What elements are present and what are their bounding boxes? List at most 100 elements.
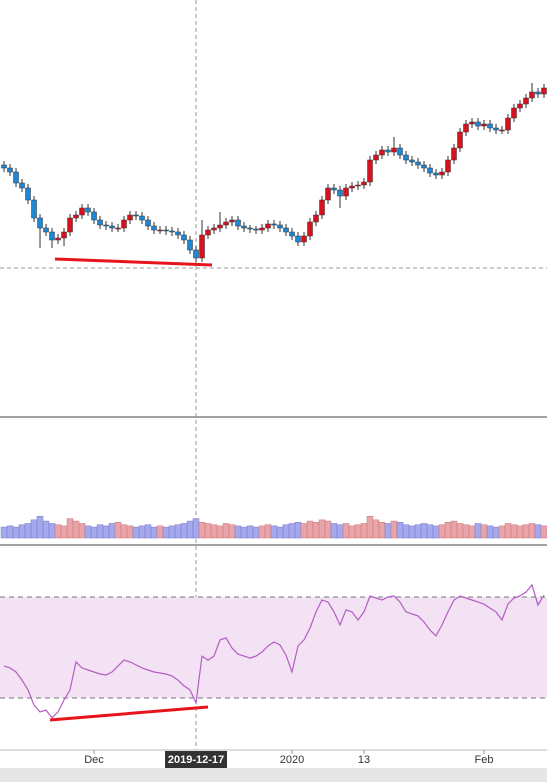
candle-body: [541, 87, 547, 95]
candle-body: [7, 167, 13, 173]
volume-bar: [234, 525, 242, 539]
volume-bar: [180, 523, 188, 539]
volume-bar: [138, 525, 146, 539]
volume-bar: [330, 523, 338, 539]
volume-bar: [198, 522, 206, 539]
volume-bar: [108, 523, 116, 539]
candle-body: [55, 237, 61, 241]
volume-bar: [78, 523, 86, 539]
volume-bar: [192, 518, 200, 539]
volume-bar: [30, 519, 38, 539]
volume-bar: [300, 523, 308, 539]
volume-bar: [510, 524, 518, 539]
candle-body: [25, 187, 31, 201]
scrollbar: [0, 768, 547, 782]
volume-bar: [264, 524, 272, 539]
volume-bar: [222, 523, 230, 539]
candle-body: [511, 107, 517, 119]
candle-body: [115, 227, 121, 230]
candle-body: [187, 239, 193, 251]
volume-bar: [102, 525, 110, 539]
volume-bar: [528, 523, 536, 539]
candle-body: [85, 207, 91, 213]
volume-bar: [516, 525, 524, 539]
candle-body: [151, 225, 157, 231]
volume-bar: [96, 524, 104, 539]
volume-bar: [150, 526, 158, 539]
candle-body: [529, 91, 535, 99]
candle-body: [397, 147, 403, 156]
candle-body: [445, 159, 451, 173]
candle-body: [247, 227, 253, 230]
candle-body: [469, 121, 475, 125]
volume-bar: [420, 523, 428, 539]
volume-bar: [438, 524, 446, 539]
volume-bar: [366, 515, 374, 539]
volume-bar: [288, 523, 296, 539]
candle-body: [31, 199, 37, 219]
volume-bar: [156, 525, 164, 539]
volume-bar: [132, 526, 140, 539]
candle-body: [79, 207, 85, 216]
candle-body: [337, 189, 343, 197]
trendline: [49, 705, 209, 722]
volume-bar: [228, 524, 236, 539]
candle-body: [259, 227, 265, 231]
candle-body: [67, 217, 73, 233]
candle-body: [193, 249, 199, 259]
candle-body: [427, 167, 433, 174]
volume-bar: [414, 524, 422, 539]
candle-body: [163, 229, 169, 232]
crosshair-label-box: [165, 751, 228, 768]
candle-body: [73, 214, 79, 219]
volume-bar: [468, 525, 476, 539]
volume-bar: [432, 525, 440, 539]
candle-body: [517, 103, 523, 109]
candle-body: [433, 172, 439, 176]
volume-bar: [342, 523, 350, 539]
volume-bar: [18, 524, 26, 539]
candle-body: [121, 219, 127, 229]
crosshair-label: 2019-12-17: [168, 754, 224, 766]
volume-bar: [318, 519, 326, 539]
candle-body: [109, 225, 115, 229]
candle-body: [217, 224, 223, 229]
volume-bar: [48, 523, 56, 539]
volume-bar: [354, 524, 362, 539]
candle-body: [535, 91, 541, 95]
candle-body: [241, 225, 247, 229]
volume-bar: [252, 526, 260, 539]
volume-bar: [84, 525, 92, 539]
candle-body: [295, 235, 301, 243]
candle-body: [157, 229, 163, 232]
volume-bar: [390, 520, 398, 539]
volume-bar: [186, 520, 194, 539]
volume-bar: [174, 524, 182, 539]
candle-body: [493, 127, 499, 131]
volume-bar: [66, 518, 74, 539]
candle-body: [319, 199, 325, 216]
volume-bar: [0, 526, 8, 539]
volume-bar: [324, 520, 332, 539]
candle-body: [283, 227, 289, 233]
volume-bar: [444, 522, 452, 539]
x-tick-label: Feb: [475, 754, 494, 766]
volume-bar: [474, 523, 482, 539]
volume-bar: [456, 523, 464, 539]
candle-body: [307, 221, 313, 237]
volume-bar: [6, 525, 14, 539]
candle-body: [379, 149, 385, 156]
candle-body: [49, 231, 55, 241]
volume-bar: [210, 524, 218, 539]
volume-bar: [54, 524, 62, 539]
candle-body: [13, 171, 19, 184]
candle-body: [289, 231, 295, 237]
volume-bar: [162, 526, 170, 539]
candle-body: [313, 214, 319, 223]
candle-body: [475, 121, 481, 127]
volume-bar: [402, 524, 410, 539]
candle-body: [523, 97, 529, 105]
candle-body: [361, 181, 367, 186]
